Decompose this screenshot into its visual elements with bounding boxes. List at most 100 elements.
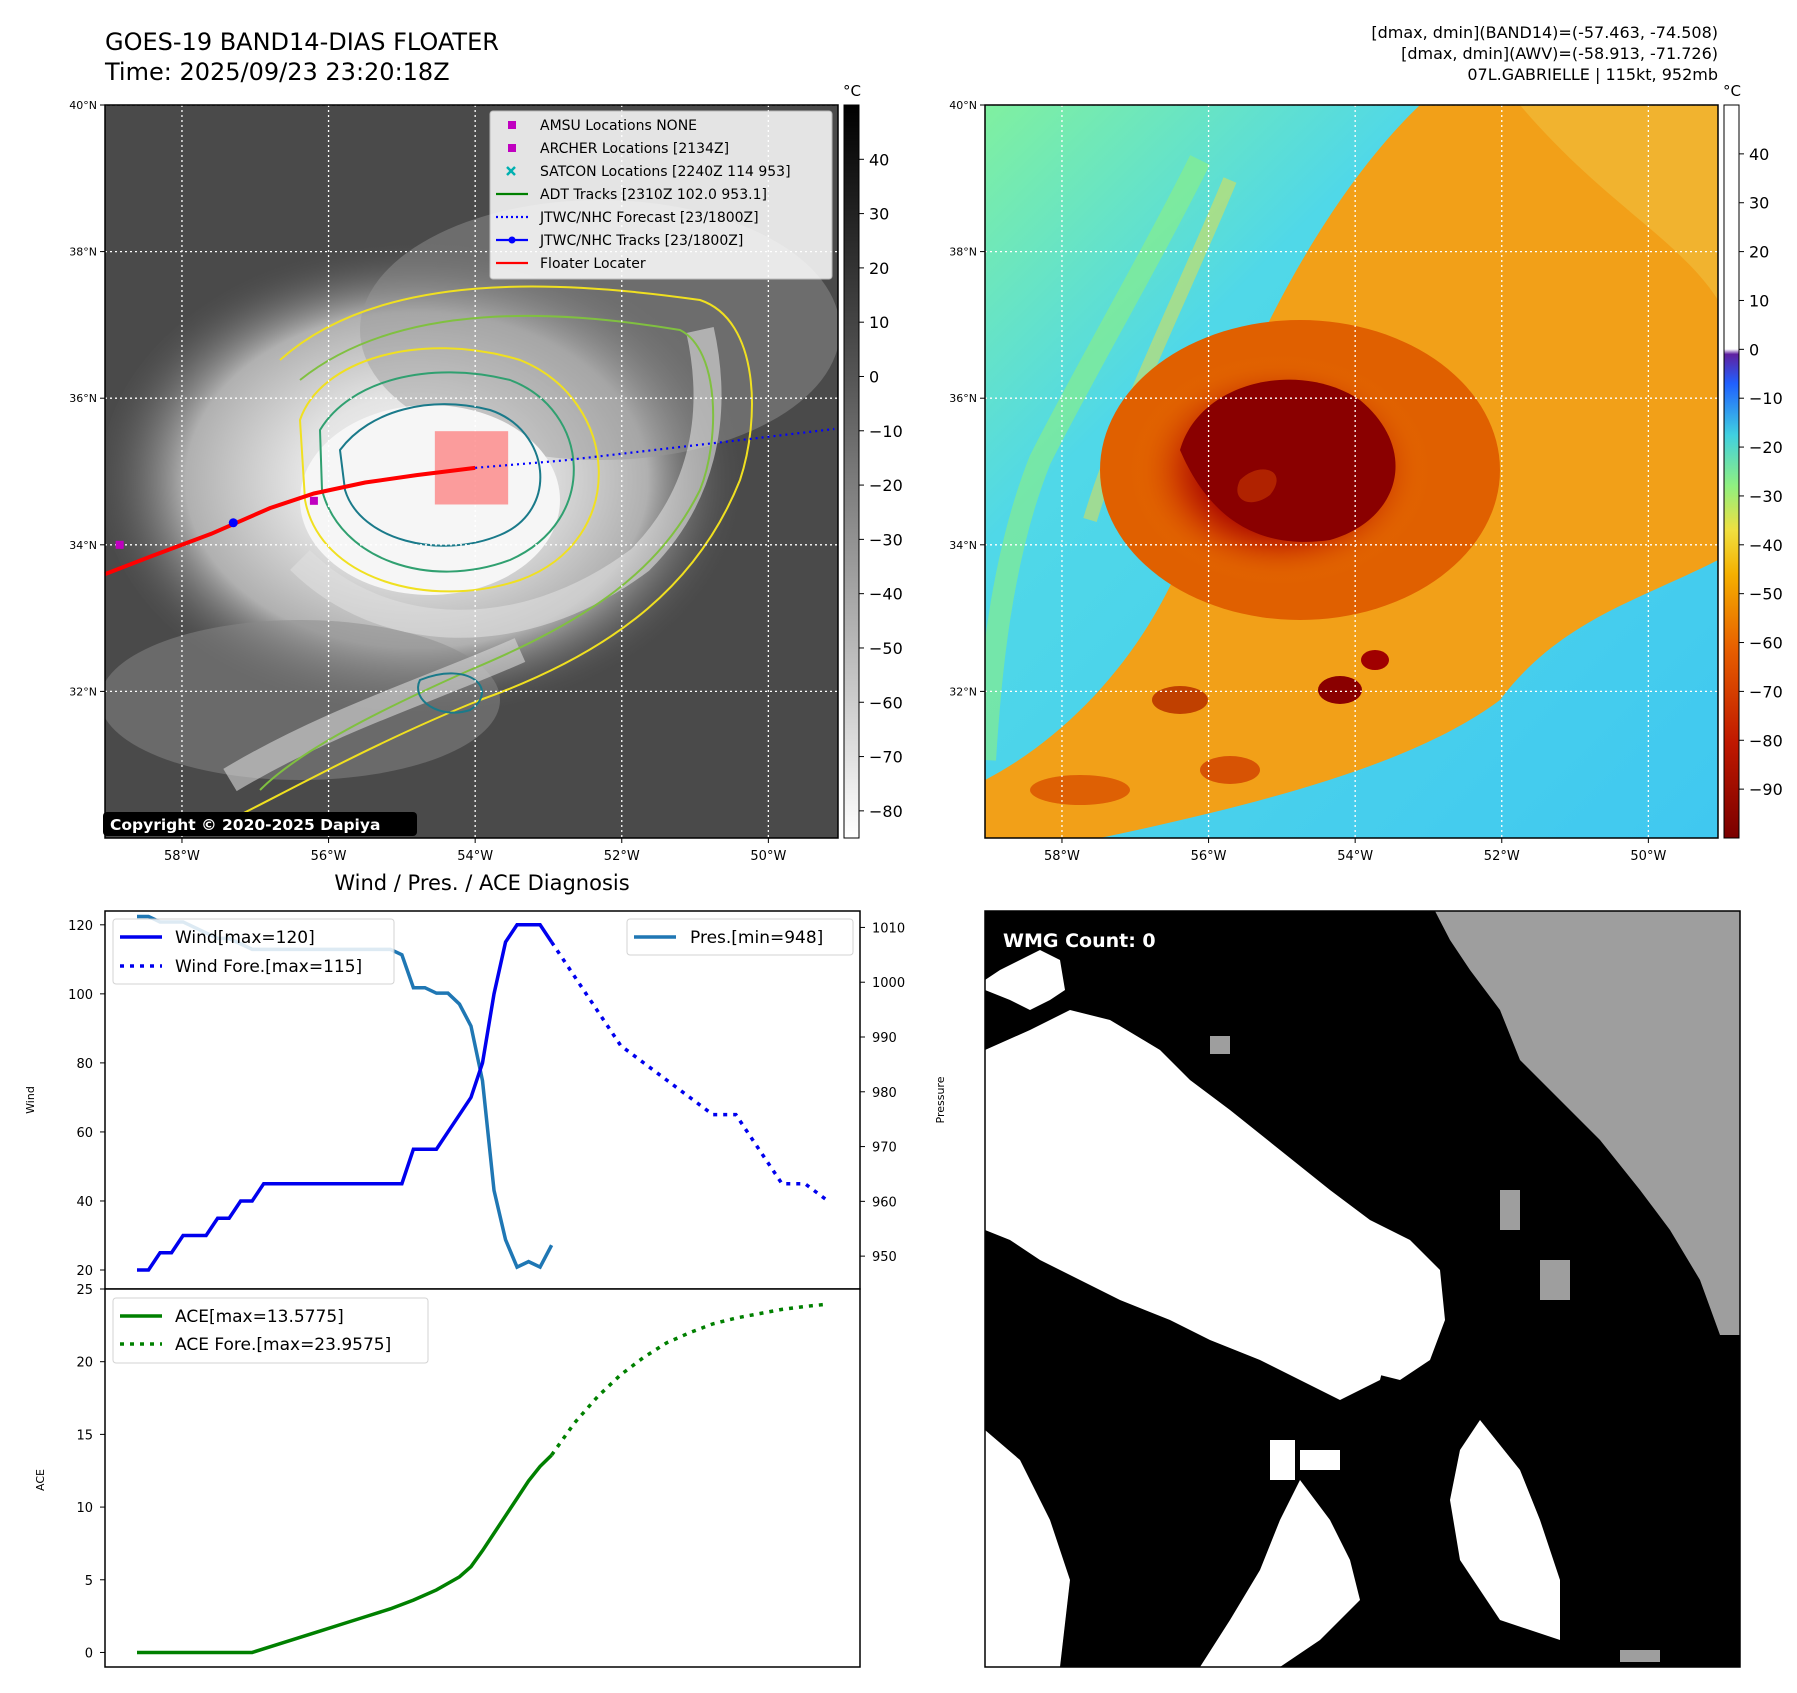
awv-lon-label: 50°W <box>1630 849 1666 864</box>
pressure-legend-label: Pres.[min=948] <box>690 928 823 948</box>
awv-lon-label: 54°W <box>1337 849 1373 864</box>
legend-label: AMSU Locations NONE <box>540 118 697 134</box>
ace-legend: ACE[max=13.5775] ACE Fore.[max=23.9575] <box>112 1297 429 1364</box>
ace-series-group <box>137 1302 829 1655</box>
legend-label: Floater Locater <box>540 256 646 272</box>
ir-archer-markers <box>115 496 318 549</box>
figure-title-line2: Time: 2025/09/23 23:20:18Z <box>104 58 450 86</box>
ace-y-ticks: 25 20 15 10 5 0 <box>76 1283 105 1661</box>
ir-lat-label: 36°N <box>69 392 97 405</box>
y-tick-label: 20 <box>76 1356 93 1371</box>
colorbar-tick-label: −10 <box>1749 389 1783 408</box>
y-tick-label: 10 <box>76 1501 93 1516</box>
legend-label: ARCHER Locations [2134Z] <box>540 141 729 157</box>
pressure-axis-label: Pressure <box>934 1076 947 1123</box>
y-tick-label: 100 <box>68 988 93 1003</box>
ir-track-line <box>104 465 476 576</box>
colorbar-tick-label: 40 <box>1749 145 1769 164</box>
y-tick-label: 40 <box>76 1195 93 1210</box>
colorbar-tick-label: −20 <box>1749 438 1783 457</box>
colorbar-tick-label: 20 <box>1749 243 1769 262</box>
legend-entry: SATCON Locations [2240Z 114 953] <box>506 164 791 180</box>
y-tick-label: 25 <box>76 1283 93 1298</box>
wmg-white-patch-1 <box>1270 1440 1295 1480</box>
pressure-y-ticks: 1010 1000 990 980 970 960 950 <box>860 921 905 1265</box>
colorbar-tick-label: −80 <box>869 802 903 821</box>
wind-legend-forecast: Wind Fore.[max=115] <box>175 957 362 977</box>
ace-legend-observed: ACE[max=13.5775] <box>175 1307 344 1327</box>
legend-label: SATCON Locations [2240Z 114 953] <box>540 164 791 180</box>
ir-lon-labels: 58°W 56°W 54°W 52°W 50°W <box>164 838 786 864</box>
colorbar-tick-label: 10 <box>1749 291 1769 310</box>
y-tick-label: 1010 <box>872 921 905 936</box>
y-tick-label: 950 <box>872 1250 897 1265</box>
colorbar-tick-label: 0 <box>869 367 879 386</box>
pressure-legend: Pres.[min=948] <box>626 918 854 956</box>
legend-entry: Floater Locater <box>496 256 646 272</box>
legend-label: ADT Tracks [2310Z 102.0 953.1] <box>540 187 767 203</box>
awv-map-frame <box>984 104 1719 839</box>
y-tick-label: 980 <box>872 1086 897 1101</box>
y-tick-label: 0 <box>85 1646 93 1661</box>
colorbar-tick-label: −10 <box>869 422 903 441</box>
legend-marker-dot <box>508 236 516 244</box>
wmg-white-region-right <box>1450 1420 1560 1640</box>
info-line1: [dmax, dmin](BAND14)=(-57.463, -74.508) <box>1371 23 1718 42</box>
colorbar-tick-label: −40 <box>869 585 903 604</box>
awv-lat-label: 32°N <box>949 685 977 698</box>
legend-entry: JTWC/NHC Tracks [23/1800Z] <box>496 233 743 249</box>
legend-entry: AMSU Locations NONE <box>508 118 697 134</box>
ir-lon-label: 56°W <box>311 849 347 864</box>
ir-lat-label: 38°N <box>69 246 97 259</box>
awv-satellite-image <box>985 105 1718 838</box>
legend-marker-square <box>508 144 516 152</box>
wmg-white-region-left <box>985 1430 1070 1667</box>
wind-line <box>137 923 554 1272</box>
awv-lat-label: 34°N <box>949 539 977 552</box>
colorbar-tick-label: −70 <box>1749 682 1783 701</box>
wmg-gray-patch-1 <box>1210 1036 1230 1054</box>
ace-line <box>137 1453 553 1655</box>
colorbar-tick-label: −80 <box>1749 731 1783 750</box>
y-tick-label: 990 <box>872 1031 897 1046</box>
colorbar-tick-label: 40 <box>869 150 889 169</box>
diagnosis-title: Wind / Pres. / ACE Diagnosis <box>334 871 629 895</box>
legend-entry: ADT Tracks [2310Z 102.0 953.1] <box>496 187 767 203</box>
info-line3: 07L.GABRIELLE | 115kt, 952mb <box>1467 65 1718 84</box>
y-tick-label: 5 <box>85 1574 93 1589</box>
wind-legend: Wind[max=120] Wind Fore.[max=115] <box>112 918 395 985</box>
legend-entries: AMSU Locations NONE ARCHER Locations [213… <box>496 118 791 272</box>
wind-forecast-line <box>550 941 830 1203</box>
awv-lon-label: 58°W <box>1044 849 1080 864</box>
ir-lon-label: 50°W <box>750 849 786 864</box>
colorbar-tick-label: 0 <box>1749 340 1759 359</box>
wmg-white-region-topleft <box>985 950 1065 1010</box>
wind-legend-observed: Wind[max=120] <box>175 928 315 948</box>
jtwc-track-point <box>228 518 238 528</box>
ir-map-panel: 40°N 38°N 36°N 34°N 32°N 58°W 56°W 54°W 52°W 50°… <box>69 82 903 864</box>
legend-marker-x <box>506 166 516 176</box>
wmg-gray-region <box>1435 911 1740 1335</box>
y-tick-label: 1000 <box>872 976 905 991</box>
ir-colorbar <box>843 104 860 839</box>
wmg-gray-patch-4 <box>1620 1650 1660 1662</box>
legend-entry: ARCHER Locations [2134Z] <box>508 141 729 157</box>
colorbar-tick-label: 30 <box>1749 194 1769 213</box>
figure-title-line1: GOES-19 BAND14-DIAS FLOATER <box>105 28 499 56</box>
colorbar-tick-label: −50 <box>1749 585 1783 604</box>
colorbar-tick-label: −20 <box>869 476 903 495</box>
colorbar-tick-label: −60 <box>869 693 903 712</box>
y-tick-label: 15 <box>76 1428 93 1443</box>
legend-entry: JTWC/NHC Forecast [23/1800Z] <box>496 210 759 226</box>
awv-lat-label: 36°N <box>949 392 977 405</box>
y-tick-label: 960 <box>872 1195 897 1210</box>
ir-lat-label: 34°N <box>69 539 97 552</box>
ir-colorbar-ticks: 40 30 20 10 0 −10 −20 −30 −40 −50 −60 −70 −80 <box>859 150 903 821</box>
wmg-count-label: WMG Count: 0 <box>1003 930 1156 952</box>
awv-lon-label: 52°W <box>1484 849 1520 864</box>
awv-lat-label: 38°N <box>949 246 977 259</box>
ir-forecast-line <box>475 427 835 469</box>
awv-lon-label: 56°W <box>1191 849 1227 864</box>
ir-lon-label: 58°W <box>164 849 200 864</box>
ir-lat-labels: 40°N 38°N 36°N 34°N 32°N <box>69 99 105 698</box>
